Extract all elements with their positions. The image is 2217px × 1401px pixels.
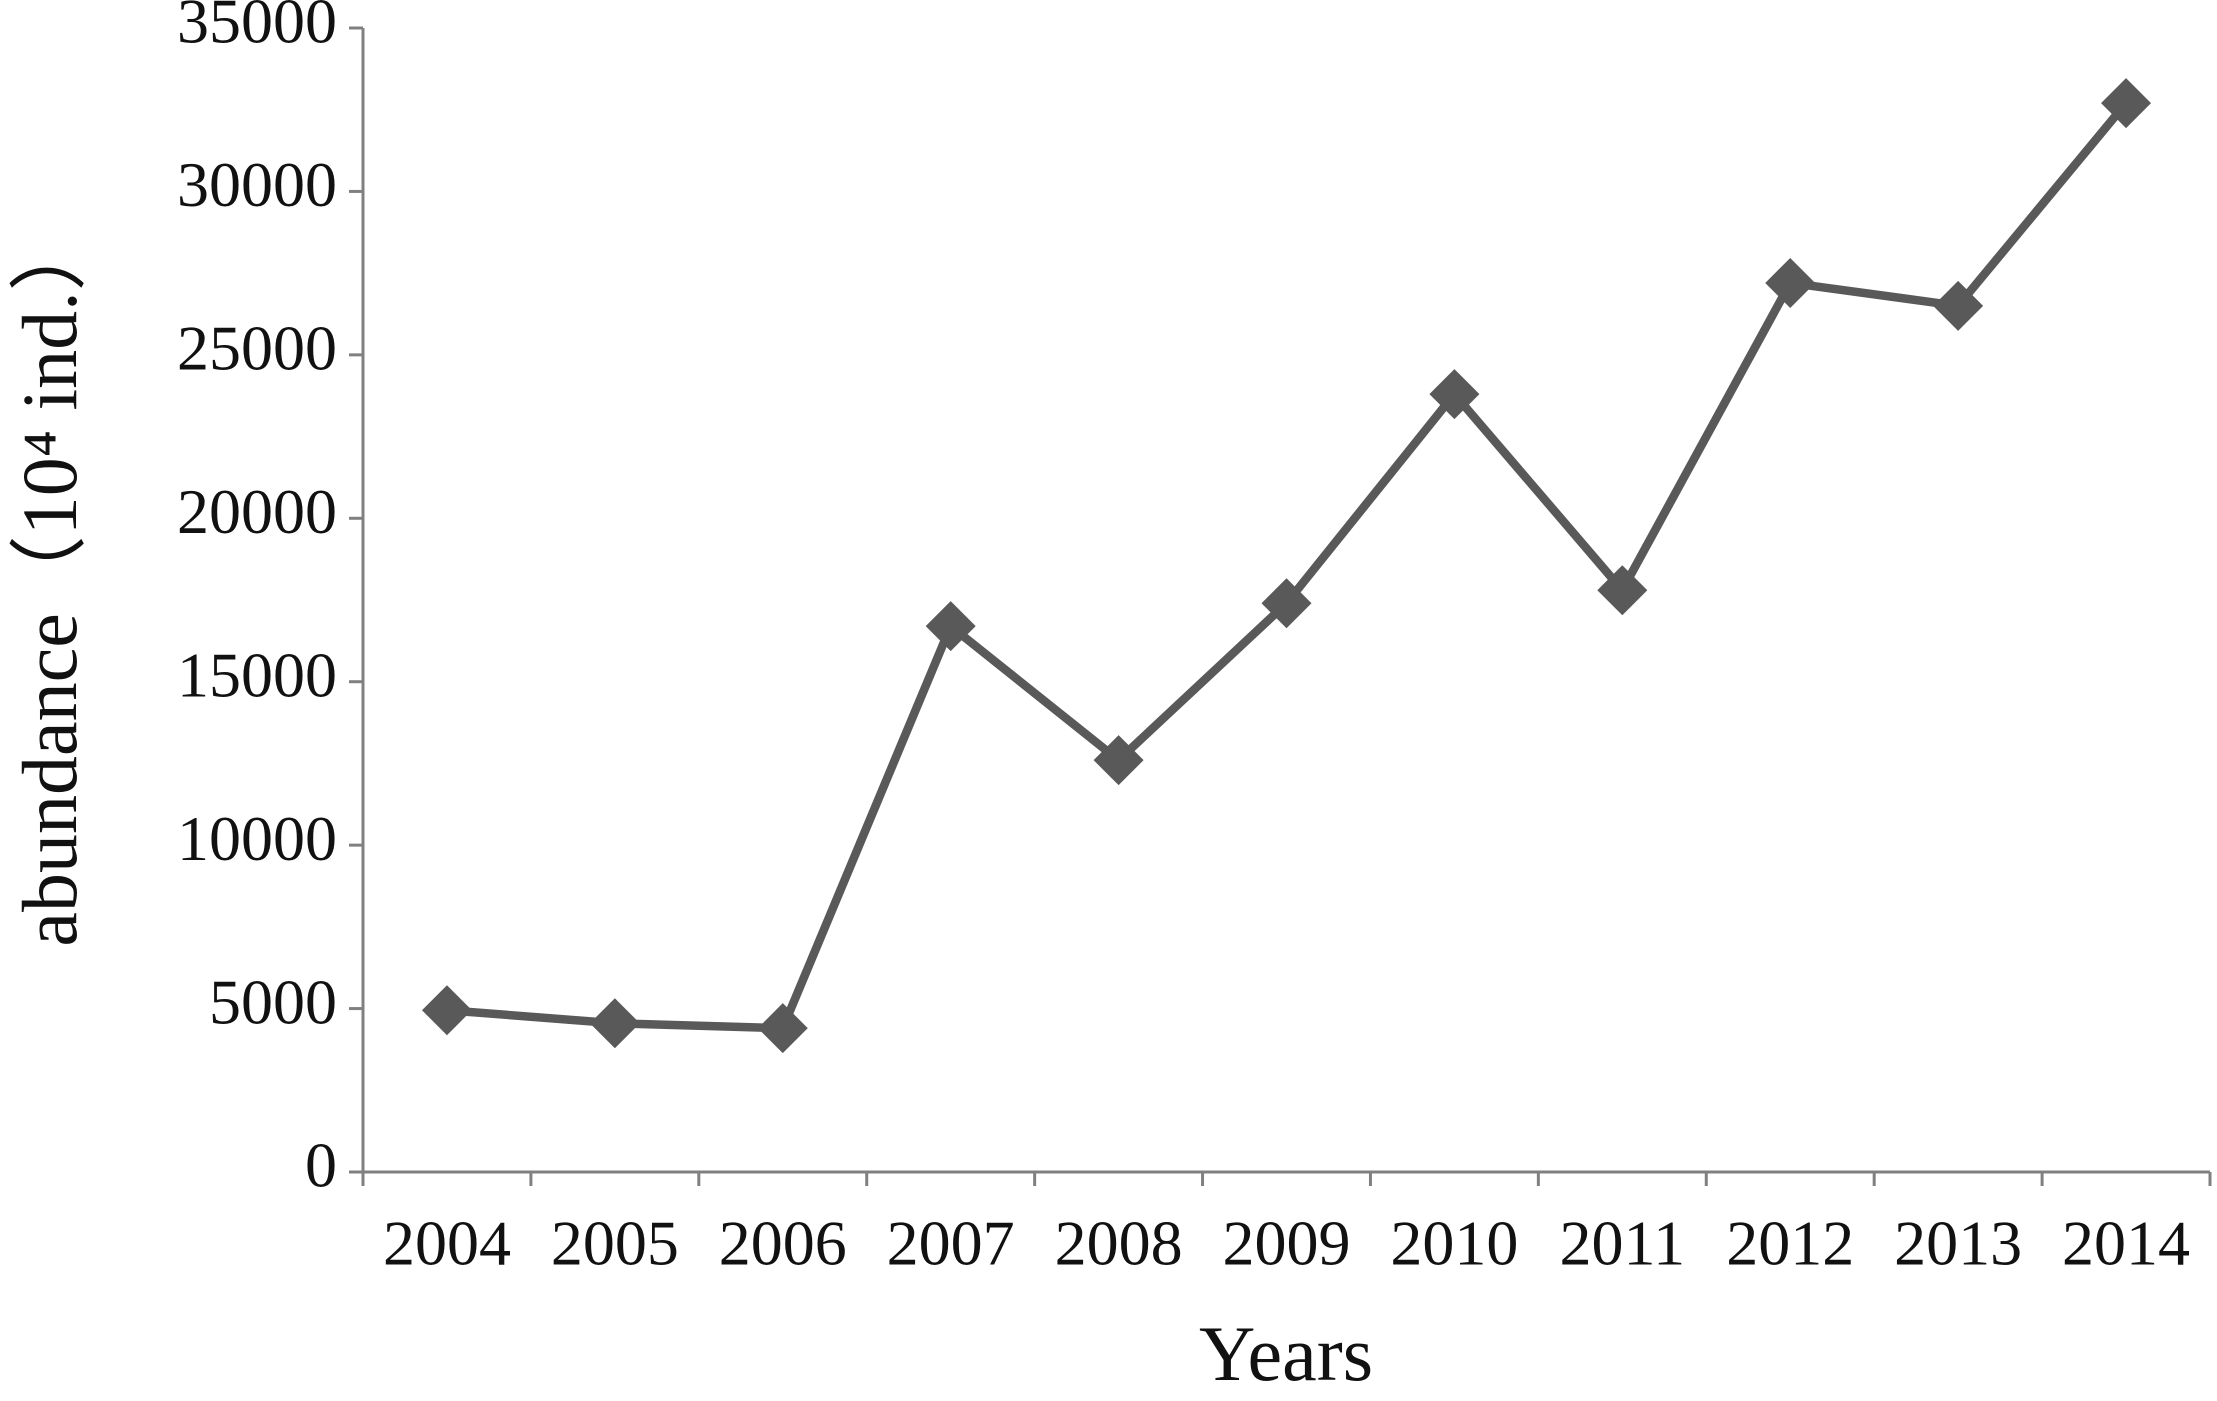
y-axis-title: abundance（10⁴ ind.）	[6, 213, 93, 946]
marker	[589, 998, 640, 1049]
x-tick-label: 2011	[1560, 1208, 1686, 1279]
marker	[757, 1003, 808, 1054]
y-tick-label: 5000	[209, 966, 337, 1037]
x-tick-label: 2010	[1390, 1208, 1518, 1279]
marker	[1765, 257, 1816, 308]
x-tick-label: 2005	[551, 1208, 679, 1279]
marker	[2101, 78, 2152, 129]
x-tick-label: 2009	[1223, 1208, 1351, 1279]
marker	[1597, 565, 1648, 616]
y-tick-label: 30000	[177, 149, 337, 220]
y-tick-label: 10000	[177, 803, 337, 874]
marker	[1261, 578, 1312, 629]
x-tick-label: 2008	[1055, 1208, 1183, 1279]
y-tick-label: 0	[305, 1130, 337, 1201]
x-tick-label: 2013	[1894, 1208, 2022, 1279]
x-tick-label: 2012	[1726, 1208, 1854, 1279]
marker	[925, 601, 976, 652]
marker	[421, 985, 472, 1036]
y-tick-label: 25000	[177, 313, 337, 384]
x-tick-label: 2014	[2062, 1208, 2190, 1279]
marker	[1093, 735, 1144, 786]
x-tick-label: 2007	[887, 1208, 1015, 1279]
marker	[1933, 280, 1984, 331]
y-tick-label: 15000	[177, 639, 337, 710]
marker	[1429, 369, 1480, 420]
x-tick-label: 2004	[383, 1208, 511, 1279]
x-tick-label: 2006	[719, 1208, 847, 1279]
line	[446, 100, 2130, 1033]
x-axis-title: Years	[1199, 1310, 1373, 1397]
y-tick-label: 35000	[177, 0, 337, 57]
y-tick-label: 20000	[177, 476, 337, 547]
